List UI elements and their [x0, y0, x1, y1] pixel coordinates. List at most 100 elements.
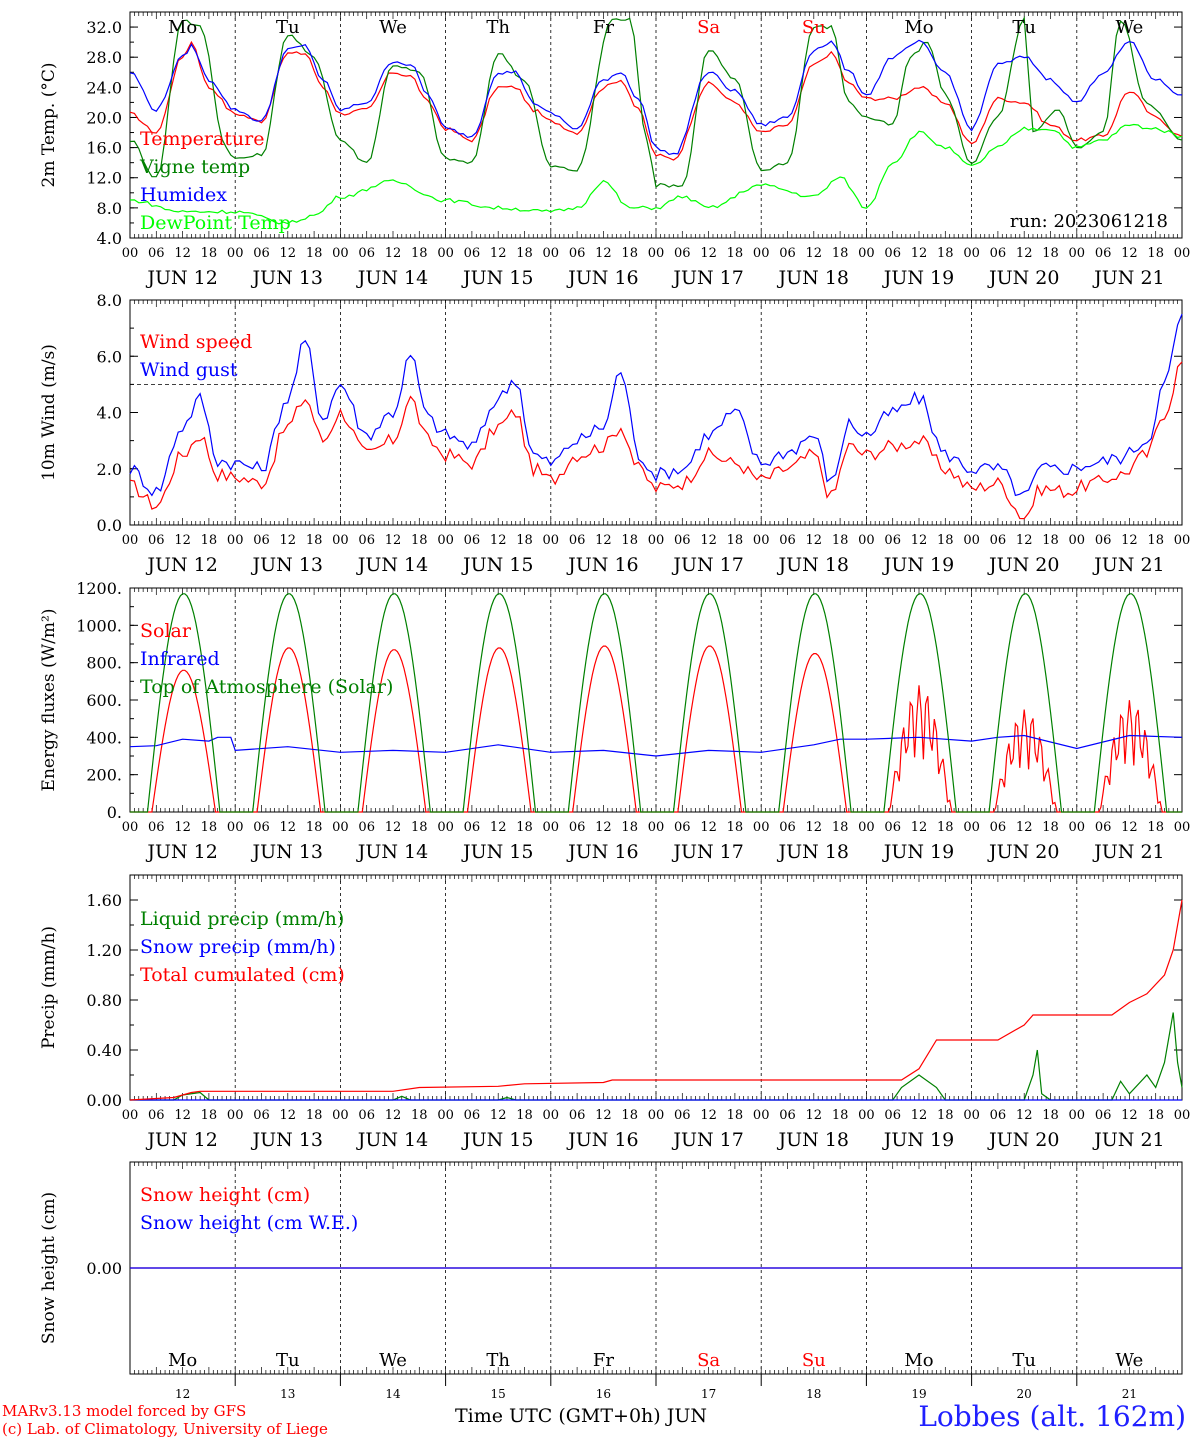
- date-number: 13: [280, 1387, 295, 1401]
- hour-tick-label: 18: [1147, 820, 1164, 835]
- hour-tick-label: 00: [648, 246, 665, 261]
- hour-tick-label: 06: [1095, 1108, 1112, 1123]
- hour-tick-label: 00: [1069, 246, 1086, 261]
- y-axis-label: 10m Wind (m/s): [39, 344, 59, 481]
- date-number: 17: [701, 1387, 716, 1401]
- hour-tick-label: 00: [332, 533, 349, 548]
- hour-tick-label: 12: [490, 246, 507, 261]
- date-label: JUN 13: [251, 841, 323, 863]
- legend-dewpoint-temp: DewPoint Temp: [140, 212, 291, 234]
- hour-tick-label: 06: [674, 820, 691, 835]
- hour-tick-label: 12: [174, 1108, 191, 1123]
- hour-tick-label: 12: [700, 1108, 717, 1123]
- hour-tick-label: 12: [806, 820, 823, 835]
- hour-tick-label: 18: [411, 1108, 428, 1123]
- hour-tick-label: 18: [516, 246, 533, 261]
- date-label: JUN 14: [356, 554, 428, 576]
- date-label: JUN 12: [145, 841, 217, 863]
- hour-tick-label: 12: [911, 820, 928, 835]
- hour-tick-label: 18: [1147, 246, 1164, 261]
- date-label: JUN 17: [671, 841, 743, 863]
- y-tick-label: 1200.: [76, 579, 122, 598]
- hour-tick-label: 18: [832, 820, 849, 835]
- hour-tick-label: 18: [1042, 246, 1059, 261]
- hour-tick-label: 18: [937, 820, 954, 835]
- date-label: JUN 16: [566, 554, 638, 576]
- hour-tick-label: 00: [753, 820, 770, 835]
- legend-vigne-temp: Vigne temp: [139, 156, 250, 178]
- hour-tick-label: 06: [990, 246, 1007, 261]
- legend-snow-height-cm-: Snow height (cm): [140, 1184, 310, 1206]
- model-credit: MARv3.13 model forced by GFS: [2, 1402, 247, 1420]
- y-tick-label: 4.0: [97, 229, 122, 248]
- panel-1: 4.0 8.0 12.0 16.0 20.0 24.0 28.0 32.0 2m Temp. (…: [39, 11, 1190, 289]
- series-line-vigne-temp: [129, 16, 1183, 189]
- hour-tick-label: 00: [858, 820, 875, 835]
- y-tick-label: 20.0: [86, 108, 122, 127]
- hour-tick-label: 06: [148, 246, 165, 261]
- y-tick-label: 400.: [86, 728, 122, 747]
- hour-tick-label: 18: [1042, 1108, 1059, 1123]
- y-tick-label: 4.0: [97, 404, 122, 423]
- hour-tick-label: 06: [674, 533, 691, 548]
- series-line-wind-speed: [129, 361, 1183, 520]
- y-tick-label: 16.0: [86, 139, 122, 158]
- date-label: JUN 21: [1092, 267, 1164, 289]
- legend-top-of-atmosphere-solar-: Top of Atmosphere (Solar): [140, 676, 393, 698]
- hour-tick-label: 12: [911, 533, 928, 548]
- hour-tick-label: 12: [385, 820, 402, 835]
- hour-tick-label: 18: [727, 820, 744, 835]
- date-number: 16: [596, 1387, 611, 1401]
- y-tick-label: 0.40: [86, 1041, 122, 1060]
- date-label: JUN 19: [882, 1129, 954, 1151]
- date-number: 12: [175, 1387, 190, 1401]
- hour-tick-label: 18: [201, 533, 218, 548]
- hour-tick-label: 12: [280, 1108, 297, 1123]
- y-tick-label: 0.00: [86, 1259, 122, 1278]
- hour-tick-label: 18: [201, 246, 218, 261]
- hour-tick-label: 12: [806, 1108, 823, 1123]
- hour-tick-label: 00: [332, 820, 349, 835]
- hour-tick-label: 06: [148, 820, 165, 835]
- hour-tick-label: 06: [358, 533, 375, 548]
- series-line-temperature: [129, 40, 1183, 161]
- hour-tick-label: 12: [595, 533, 612, 548]
- date-label: JUN 15: [461, 1129, 533, 1151]
- hour-tick-label: 00: [227, 246, 244, 261]
- x-axis-title: Time UTC (GMT+0h) JUN: [455, 1405, 707, 1427]
- hour-tick-label: 06: [674, 246, 691, 261]
- date-label: JUN 19: [882, 554, 954, 576]
- hour-tick-label: 00: [648, 820, 665, 835]
- hour-tick-label: 12: [1016, 533, 1033, 548]
- date-number: 19: [911, 1387, 926, 1401]
- hour-tick-label: 06: [779, 533, 796, 548]
- hour-tick-label: 00: [437, 1108, 454, 1123]
- panel-4: 0.00 0.40 0.80 1.20 1.60 Precip (mm/h) 00 06 12 1…: [39, 874, 1190, 1151]
- hour-tick-label: 06: [990, 533, 1007, 548]
- hour-tick-label: 12: [174, 820, 191, 835]
- hour-tick-label: 18: [201, 1108, 218, 1123]
- hour-tick-label: 06: [569, 246, 586, 261]
- date-label: JUN 16: [566, 841, 638, 863]
- hour-tick-label: 00: [122, 246, 139, 261]
- hour-tick-label: 18: [516, 820, 533, 835]
- date-label: JUN 16: [566, 1129, 638, 1151]
- series-line-wind-gust: [129, 313, 1183, 497]
- day-name-top: Th: [486, 17, 510, 38]
- date-label: JUN 14: [356, 1129, 428, 1151]
- y-axis-label: 2m Temp. (°C): [39, 62, 59, 187]
- hour-tick-label: 18: [727, 1108, 744, 1123]
- hour-tick-label: 12: [490, 533, 507, 548]
- date-number: 14: [385, 1387, 401, 1401]
- hour-tick-label: 12: [490, 1108, 507, 1123]
- y-tick-label: 0.0: [97, 516, 122, 535]
- hour-tick-label: 06: [358, 820, 375, 835]
- hour-tick-label: 06: [884, 1108, 901, 1123]
- y-axis-label: Energy fluxes (W/m²): [39, 609, 59, 792]
- lab-credit: (c) Lab. of Climatology, University of L…: [2, 1420, 328, 1438]
- date-label: JUN 18: [777, 267, 849, 289]
- date-label: JUN 12: [145, 267, 217, 289]
- hour-tick-label: 00: [332, 1108, 349, 1123]
- hour-tick-label: 00: [543, 1108, 560, 1123]
- hour-tick-label: 00: [648, 533, 665, 548]
